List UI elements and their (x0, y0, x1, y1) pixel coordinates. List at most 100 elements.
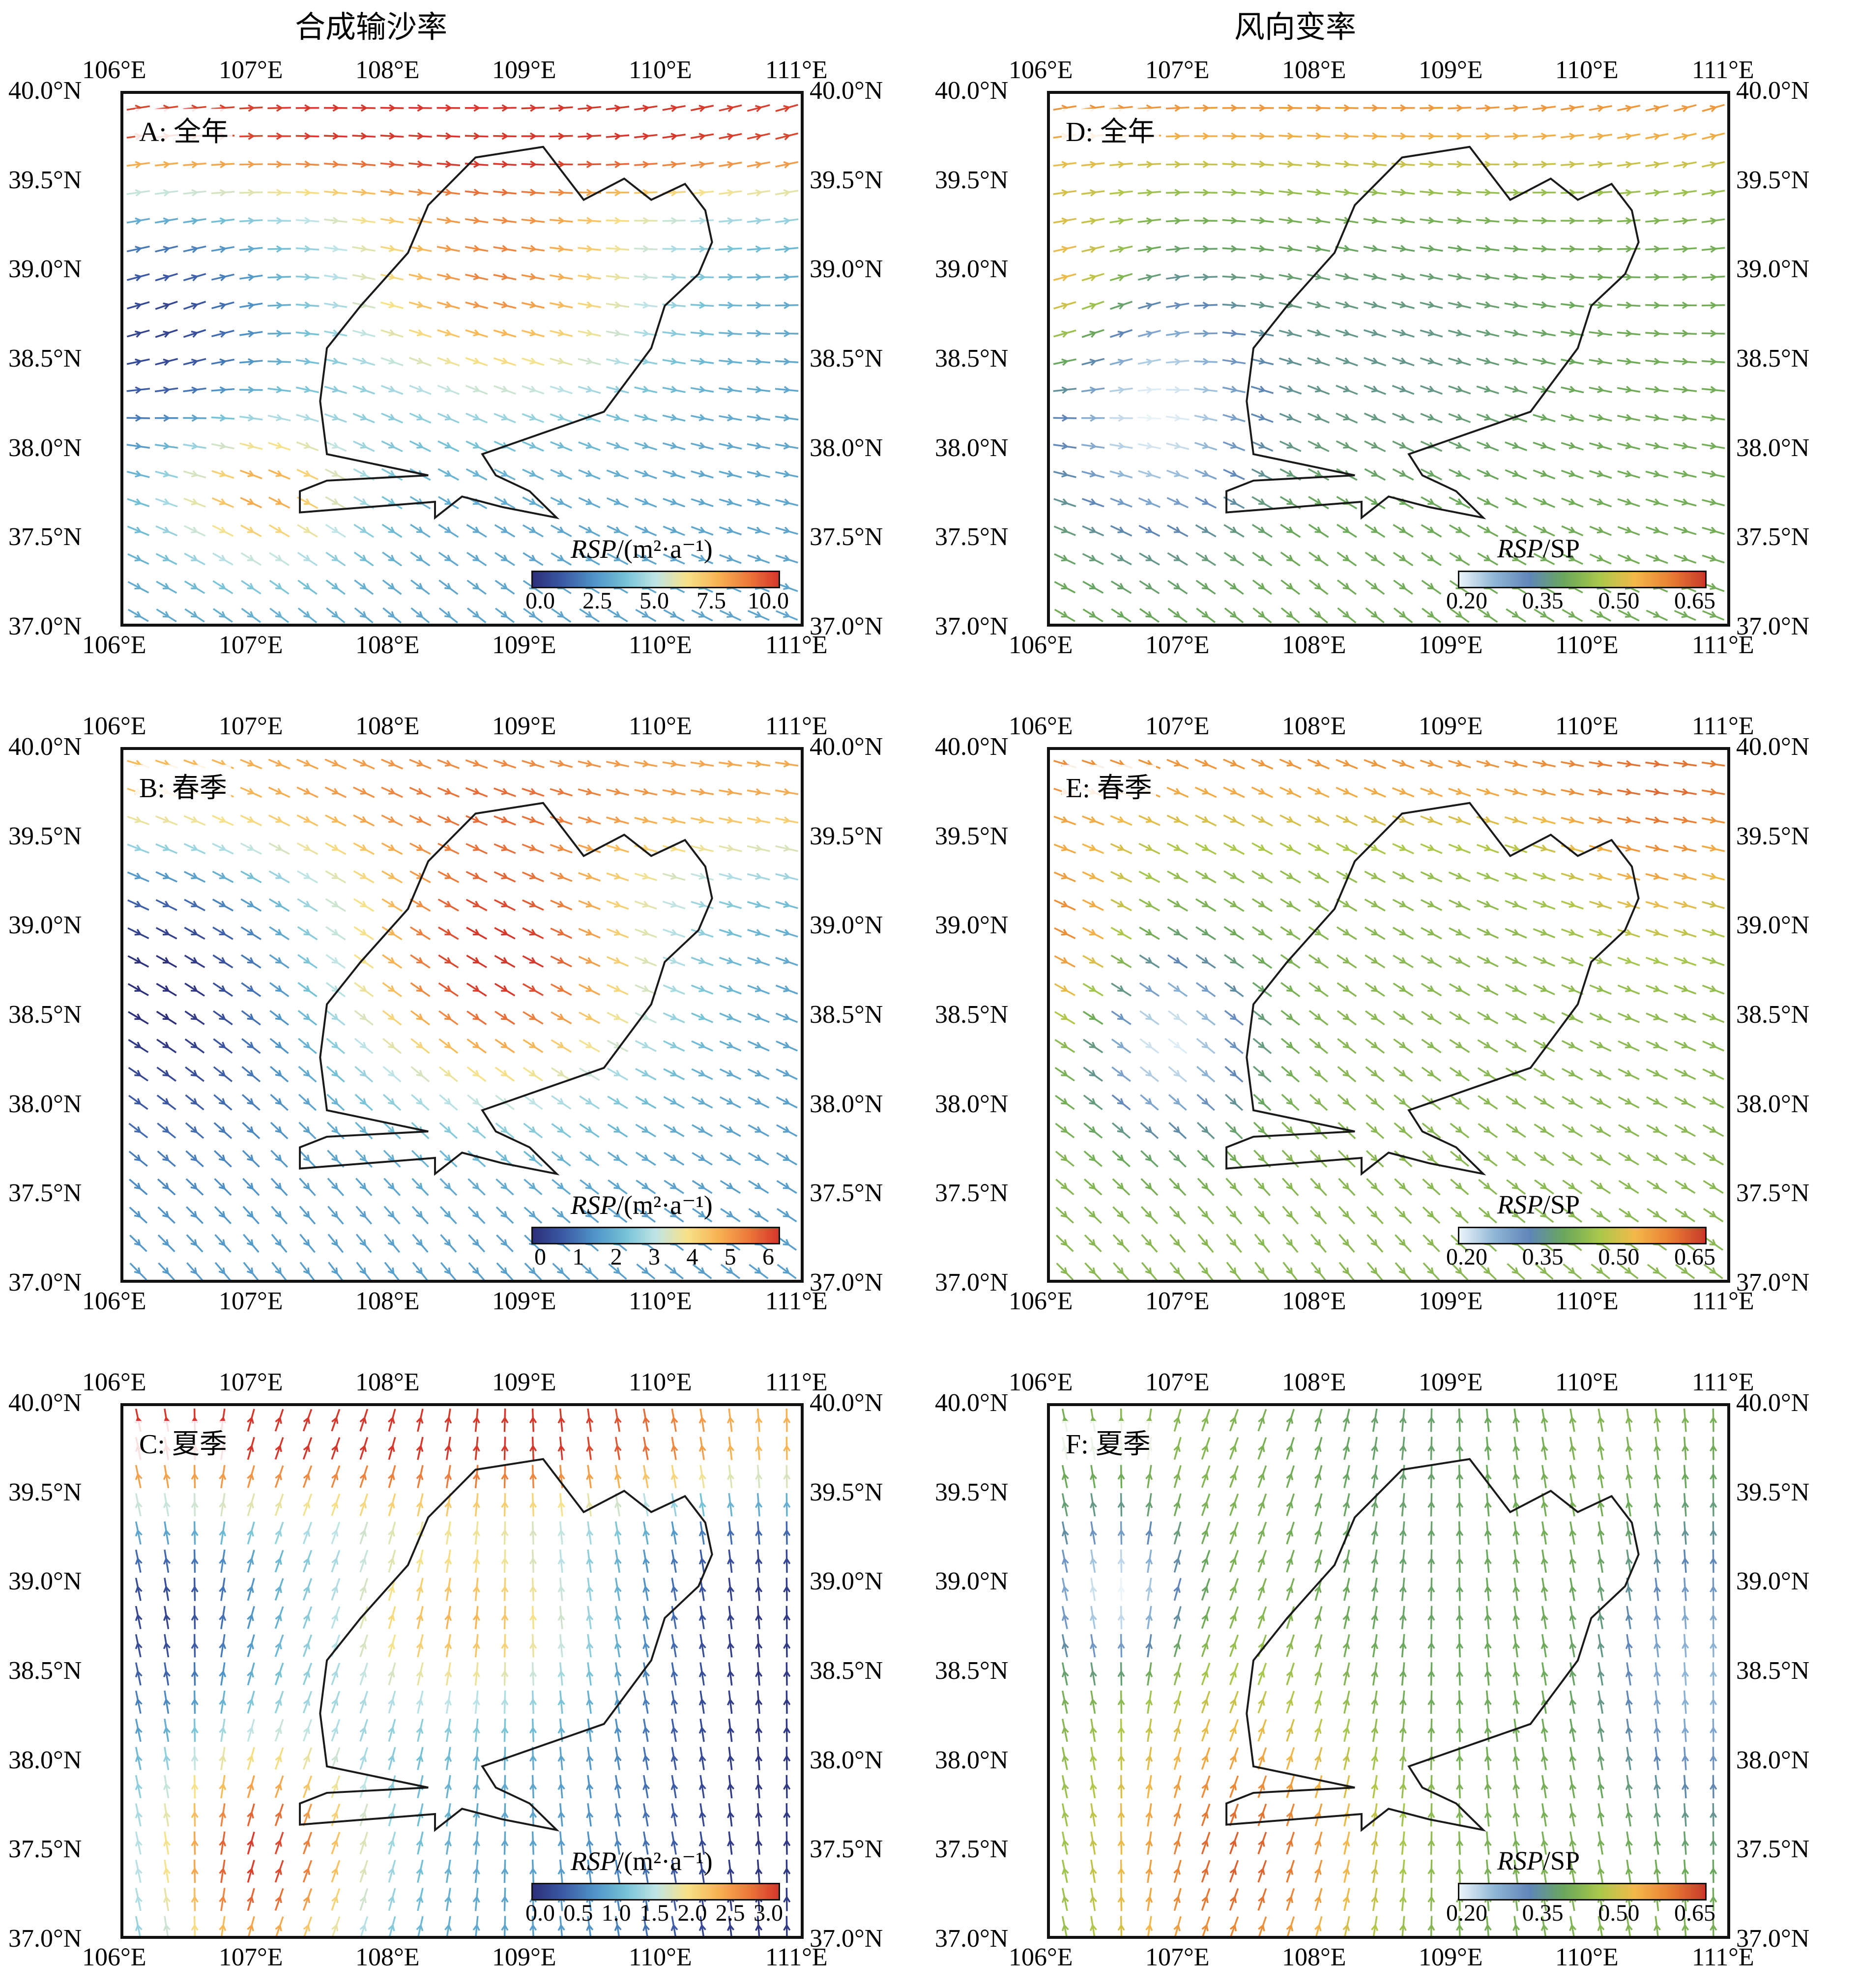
wind-direction-arrow (755, 1041, 762, 1049)
wind-direction-arrow (1230, 1013, 1237, 1020)
streamline-segment (1314, 1465, 1323, 1488)
streamline-segment (690, 817, 714, 824)
streamline-segment (785, 1831, 788, 1855)
latitude-label-right: 37.5°N (1736, 1179, 1810, 1208)
streamline-segment (578, 274, 601, 280)
wind-direction-arrow (1625, 1098, 1632, 1105)
wind-direction-arrow (1061, 611, 1069, 618)
wind-direction-arrow (1370, 1182, 1378, 1190)
wind-direction-arrow (1060, 1239, 1068, 1246)
wind-direction-arrow (1201, 1041, 1209, 1049)
colorbar-tick-label: 0 (534, 1244, 546, 1270)
streamline-segment (269, 607, 290, 623)
wind-direction-arrow (1625, 1154, 1632, 1161)
wind-direction-arrow (783, 985, 791, 993)
streamline-segment (550, 441, 573, 452)
wind-direction-arrow (248, 245, 255, 253)
wind-direction-arrow (501, 413, 509, 421)
streamline-segment (297, 579, 318, 595)
wind-direction-arrow (1681, 1013, 1689, 1021)
wind-direction-arrow (247, 1444, 254, 1452)
wind-direction-arrow (1427, 329, 1435, 337)
streamline-segment (1229, 1522, 1239, 1545)
wind-direction-arrow (387, 1239, 395, 1247)
streamline-segment (383, 1122, 401, 1140)
wind-direction-arrow (444, 1924, 452, 1931)
wind-direction-arrow (613, 900, 622, 908)
wind-direction-arrow (360, 329, 368, 337)
streamline-segment (1683, 1437, 1687, 1460)
wind-direction-arrow (670, 611, 678, 618)
streamline-segment (636, 1180, 656, 1194)
wind-direction-arrow (135, 358, 143, 366)
wind-direction-arrow (134, 1267, 142, 1274)
wind-direction-arrow (1371, 498, 1379, 505)
streamline-segment (1645, 133, 1669, 140)
streamline-segment (417, 1578, 424, 1601)
wind-direction-arrow (1540, 132, 1548, 140)
wind-direction-arrow (1342, 1267, 1350, 1275)
wind-direction-arrow (1259, 245, 1266, 253)
streamline-segment (1252, 607, 1272, 624)
wind-direction-arrow (1569, 273, 1576, 281)
wind-direction-arrow (1371, 273, 1379, 281)
streamline-segment (1392, 815, 1415, 826)
latitude-label-right: 38.0°N (810, 1746, 883, 1774)
colorbar-title-variable: RSP (571, 1846, 616, 1876)
wind-direction-arrow (1314, 1416, 1322, 1424)
wind-direction-arrow (275, 498, 283, 505)
wind-direction-arrow (162, 1069, 170, 1077)
streamline-segment (302, 1409, 313, 1432)
streamline-segment (241, 1010, 261, 1026)
wind-direction-arrow (698, 526, 706, 534)
wind-direction-arrow (726, 1069, 734, 1077)
wind-direction-arrow (1145, 816, 1153, 823)
wind-direction-arrow (1089, 498, 1097, 506)
streamline-segment (1673, 133, 1697, 140)
wind-direction-arrow (360, 900, 368, 907)
streamline-segment (1223, 468, 1245, 480)
streamline-segment (775, 132, 799, 140)
streamline-segment (587, 1775, 592, 1799)
streamline-segment (662, 276, 686, 279)
latitude-label-right: 40.0°N (810, 733, 883, 761)
wind-direction-arrow (1455, 1069, 1463, 1077)
wind-direction-arrow (219, 302, 227, 310)
wind-direction-arrow (303, 844, 311, 851)
wind-direction-arrow (472, 872, 480, 879)
wind-direction-arrow (359, 1154, 367, 1162)
streamline-segment (1257, 1409, 1267, 1432)
wind-direction-arrow (444, 1239, 451, 1246)
wind-direction-arrow (1484, 498, 1492, 505)
streamline-segment (522, 871, 544, 883)
streamline-segment (302, 1775, 313, 1798)
wind-direction-arrow (247, 1811, 254, 1819)
wind-direction-arrow (275, 1698, 282, 1706)
wind-direction-arrow (783, 217, 791, 225)
streamline-segment (531, 1634, 534, 1658)
streamline-segment (1683, 1408, 1687, 1432)
wind-direction-arrow (1682, 358, 1689, 366)
wind-direction-arrow (585, 1182, 593, 1190)
wind-direction-arrow (1625, 1126, 1632, 1133)
streamline-segment (720, 1096, 741, 1109)
wind-direction-arrow (135, 1726, 143, 1734)
streamline-segment (1307, 814, 1330, 827)
wind-direction-arrow (1089, 816, 1097, 823)
streamline-segment (1504, 274, 1528, 280)
streamline-segment (299, 1234, 316, 1253)
wind-direction-arrow (500, 1267, 508, 1275)
wind-direction-arrow (247, 1472, 254, 1480)
wind-direction-arrow (1118, 217, 1126, 225)
streamline-segment (465, 357, 488, 367)
wind-direction-arrow (698, 1529, 706, 1537)
wind-direction-arrow (191, 386, 199, 394)
streamline-segment (1617, 415, 1641, 422)
wind-direction-arrow (1371, 1416, 1379, 1424)
wind-direction-arrow (1540, 357, 1548, 365)
wind-direction-arrow (1568, 929, 1576, 936)
streamline-segment (635, 1067, 657, 1081)
wind-direction-arrow (1343, 273, 1351, 281)
wind-direction-arrow (529, 188, 537, 197)
wind-direction-arrow (445, 132, 453, 140)
